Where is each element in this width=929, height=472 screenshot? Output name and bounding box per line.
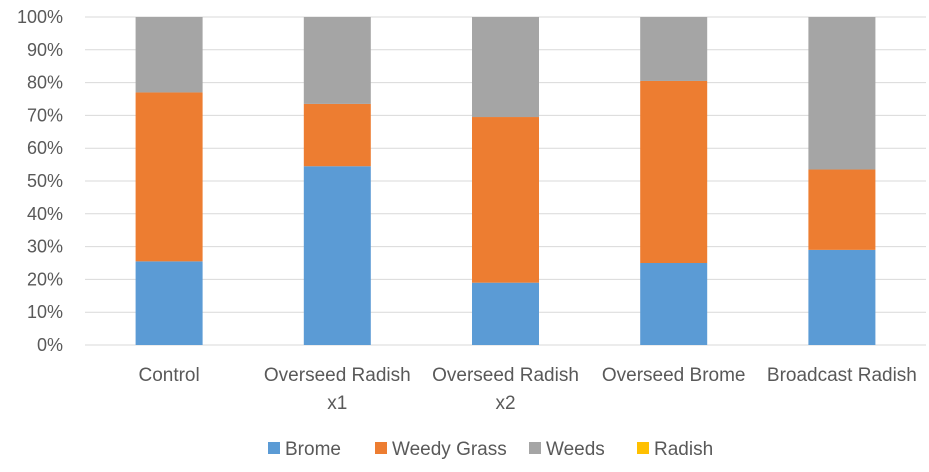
bar-weedy-grass-2 [472, 117, 539, 283]
bar-weeds-2 [472, 17, 539, 118]
bar-weeds-4 [808, 17, 876, 170]
legend-swatch-weedy-grass [375, 442, 387, 454]
bar-weeds-1 [303, 17, 371, 104]
legend-swatch-brome [268, 442, 280, 454]
x-category-label: x1 [327, 393, 347, 414]
legend: Brome Weedy Grass Weeds Radish [268, 439, 713, 460]
bar-weedy-grass-3 [640, 80, 708, 264]
legend-label: Radish [654, 439, 713, 460]
bar-weeds-3 [640, 17, 708, 81]
y-tick-label: 60% [27, 138, 63, 158]
legend-swatch-weeds [529, 442, 541, 454]
bar-weedy-grass-1 [303, 103, 371, 167]
legend-label: Weeds [546, 439, 605, 460]
bar-weedy-grass-0 [135, 92, 203, 262]
bar-brome-3 [640, 263, 708, 345]
y-tick-label: 100% [17, 7, 63, 27]
legend-swatch-radish [637, 442, 649, 454]
x-category-label: Overseed Radish [432, 365, 579, 386]
x-category-label: Overseed Radish [264, 365, 411, 386]
bar-weedy-grass-4 [808, 169, 876, 250]
y-tick-label: 10% [27, 302, 63, 322]
x-axis: Control Overseed Radish x1 Overseed Radish x… [138, 365, 916, 414]
bar-brome-4 [808, 249, 876, 345]
x-category-label: Control [138, 365, 199, 386]
y-tick-label: 90% [27, 40, 63, 60]
legend-label: Weedy Grass [392, 439, 507, 460]
legend-label: Brome [285, 439, 341, 460]
bar-brome-2 [472, 282, 539, 345]
x-category-label: x2 [495, 393, 515, 414]
y-tick-label: 40% [27, 204, 63, 224]
x-category-label: Broadcast Radish [767, 365, 917, 386]
y-tick-label: 50% [27, 171, 63, 191]
bars [135, 17, 876, 345]
bar-brome-0 [135, 261, 203, 345]
y-tick-label: 80% [27, 73, 63, 93]
x-category-label: Overseed Brome [602, 365, 746, 386]
y-axis: 0% 10% 20% 30% 40% 50% 60% 70% 80% 90% 100% [17, 7, 63, 355]
y-tick-label: 30% [27, 237, 63, 257]
y-tick-label: 0% [37, 335, 63, 355]
bar-weeds-0 [135, 17, 203, 93]
bar-brome-1 [303, 166, 371, 345]
y-tick-label: 70% [27, 105, 63, 125]
y-tick-label: 20% [27, 269, 63, 289]
